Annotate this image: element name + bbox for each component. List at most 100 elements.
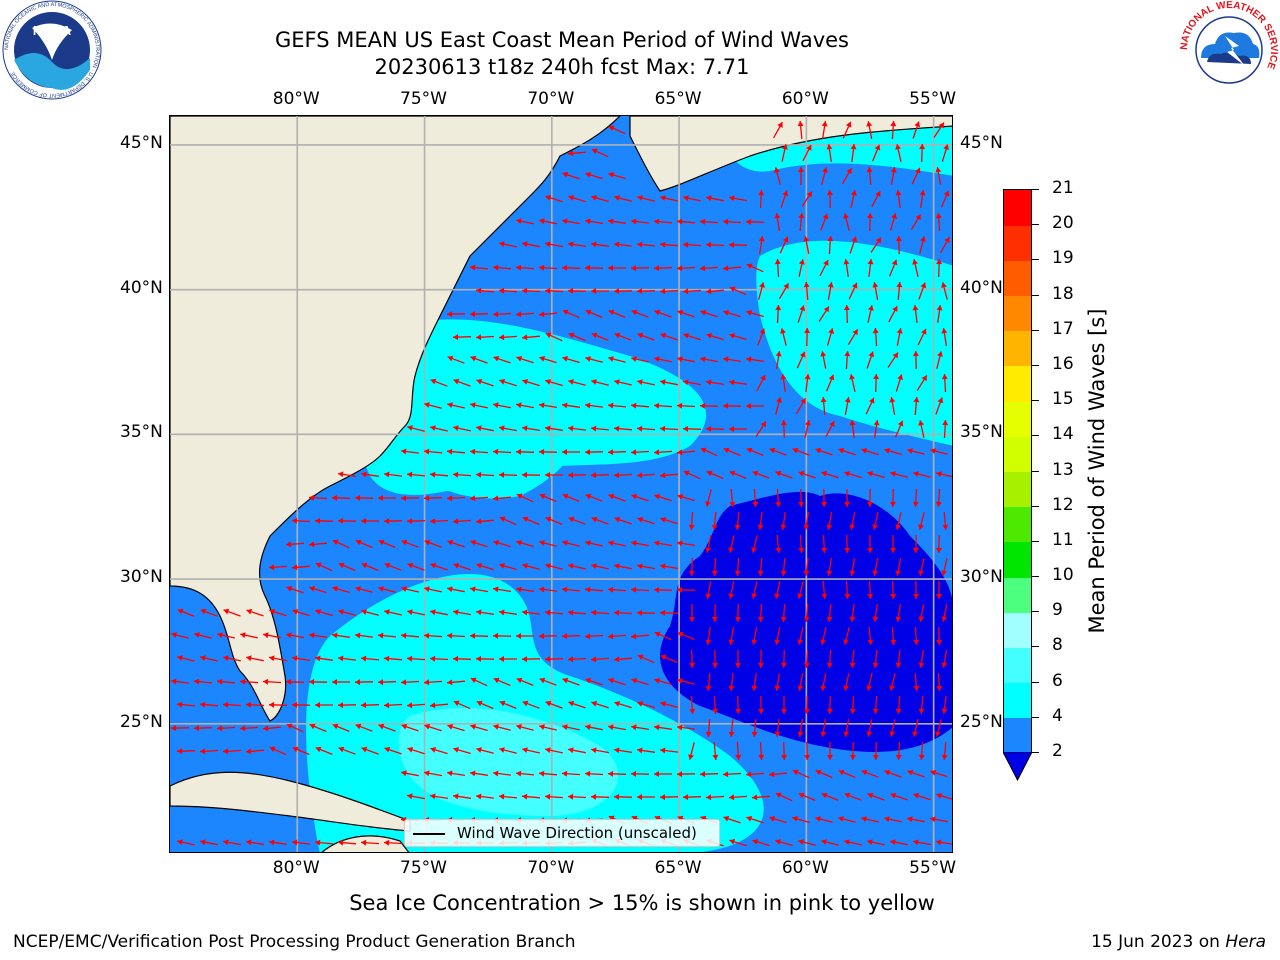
wave-direction-arrowhead bbox=[677, 356, 683, 363]
wave-direction-arrowhead bbox=[453, 793, 459, 800]
wave-direction-arrowhead bbox=[867, 259, 874, 265]
wave-direction-arrowhead bbox=[378, 679, 384, 686]
land-north-america bbox=[170, 116, 621, 722]
wave-direction-arrowhead bbox=[689, 662, 696, 668]
wave-direction-arrowhead bbox=[712, 708, 719, 714]
wave-direction-arrowhead bbox=[591, 288, 596, 294]
wave-direction-arrowhead bbox=[447, 586, 453, 593]
wave-direction-arrowhead bbox=[499, 378, 506, 385]
wave-direction-arrowhead bbox=[447, 402, 453, 408]
wave-direction-arrowhead bbox=[453, 700, 460, 707]
wave-direction-arrowhead bbox=[516, 586, 522, 593]
wave-direction-arrowhead bbox=[269, 701, 275, 708]
wave-direction-arrowhead bbox=[683, 288, 689, 295]
wave-direction-arrowhead bbox=[200, 839, 206, 846]
wave-direction-arrowhead bbox=[424, 632, 430, 639]
wave-direction-arrowhead bbox=[821, 593, 828, 599]
wave-direction-arrowhead bbox=[637, 609, 643, 616]
wave-direction-arrowhead bbox=[677, 402, 683, 409]
wave-direction-arrowhead bbox=[614, 747, 620, 754]
wave-direction-arrowhead bbox=[171, 632, 177, 638]
wave-direction-arrowhead bbox=[873, 374, 880, 380]
wave-direction-arrowhead bbox=[562, 218, 568, 225]
wave-direction-arrowhead bbox=[711, 616, 718, 622]
wave-direction-arrowhead bbox=[539, 402, 545, 409]
wave-direction-arrowhead bbox=[476, 334, 482, 341]
colorbar-tick-label: 8 bbox=[1052, 635, 1063, 656]
wave-direction-arrowhead bbox=[912, 305, 919, 311]
wave-direction-arrowhead bbox=[683, 195, 689, 202]
wave-direction-arrowhead bbox=[792, 816, 798, 822]
wave-direction-arrowhead bbox=[315, 839, 321, 846]
wave-direction-arrowhead bbox=[866, 121, 873, 127]
wave-direction-arrowhead bbox=[269, 746, 276, 753]
wave-direction-arrowhead bbox=[774, 259, 781, 265]
wave-direction-arrowhead bbox=[723, 771, 729, 778]
wave-direction-arrowhead bbox=[890, 548, 896, 553]
wave-direction-arrowhead bbox=[568, 700, 575, 707]
wave-direction-arrowhead bbox=[867, 839, 873, 846]
wave-direction-arrowhead bbox=[516, 633, 521, 639]
wave-direction-arrowhead bbox=[493, 311, 499, 318]
wave-direction-arrowhead bbox=[338, 839, 344, 846]
wave-direction-arrowhead bbox=[384, 518, 390, 525]
wave-direction-arrowhead bbox=[895, 524, 901, 530]
colorbar-tick-label: 9 bbox=[1052, 600, 1063, 621]
wave-direction-arrowhead bbox=[217, 632, 223, 638]
wave-direction-arrowhead bbox=[942, 420, 949, 426]
wave-direction-arrowhead bbox=[384, 702, 390, 709]
colorbar-tick bbox=[1032, 364, 1039, 366]
wave-direction-arrowhead bbox=[829, 421, 835, 427]
wave-direction-arrowhead bbox=[912, 501, 919, 507]
wave-direction-arrowhead bbox=[654, 309, 661, 316]
wave-direction-arrowhead bbox=[315, 746, 322, 753]
wave-direction-arrowhead bbox=[315, 609, 321, 615]
wave-direction-arrowhead bbox=[867, 593, 874, 599]
wave-direction-arrowhead bbox=[803, 662, 810, 668]
wave-direction-arrowhead bbox=[728, 685, 735, 691]
wave-direction-arrowhead bbox=[689, 708, 696, 714]
wave-direction-arrowhead bbox=[774, 593, 780, 599]
wave-direction-arrowhead bbox=[852, 329, 858, 336]
wave-direction-arrowhead bbox=[775, 547, 782, 553]
wave-direction-arrowhead bbox=[608, 677, 615, 684]
wave-direction-arrowhead bbox=[545, 700, 552, 707]
wave-direction-arrowhead bbox=[585, 356, 591, 362]
wave-direction-arrowhead bbox=[872, 524, 879, 530]
colorbar-tick bbox=[1032, 400, 1039, 402]
wave-direction-arrowhead bbox=[545, 563, 551, 569]
wave-direction-arrowhead bbox=[637, 195, 643, 201]
wave-direction-arrowhead bbox=[700, 402, 706, 409]
map-legend: Wind Wave Direction (unscaled) bbox=[404, 819, 720, 847]
wave-direction-arrowhead bbox=[568, 472, 574, 479]
wave-direction-arrowhead bbox=[781, 144, 788, 150]
wave-direction-arrowhead bbox=[430, 702, 436, 709]
wave-direction-arrowhead bbox=[568, 425, 574, 432]
wave-direction-arrowhead bbox=[424, 770, 430, 777]
lat-label-right: 40°N bbox=[960, 277, 1003, 298]
wave-direction-arrowhead bbox=[660, 701, 666, 707]
wave-direction-arrowhead bbox=[936, 839, 942, 846]
wave-direction-arrowhead bbox=[938, 122, 944, 129]
wave-direction-arrowhead bbox=[614, 379, 620, 385]
wave-direction-arrowhead bbox=[660, 609, 666, 616]
wave-direction-arrowhead bbox=[711, 570, 718, 576]
wave-direction-arrowhead bbox=[868, 305, 874, 311]
wave-direction-arrowhead bbox=[821, 547, 828, 553]
wave-direction-arrowhead bbox=[918, 420, 925, 426]
wave-direction-arrowhead bbox=[384, 655, 390, 662]
wave-direction-arrowhead bbox=[803, 708, 810, 714]
wave-direction-arrowhead bbox=[723, 815, 730, 822]
wave-direction-arrowhead bbox=[568, 150, 574, 157]
wave-direction-arrowhead bbox=[913, 639, 920, 645]
wave-direction-arrowhead bbox=[263, 725, 269, 732]
wave-direction-arrowhead bbox=[891, 259, 898, 266]
wave-direction-arrowhead bbox=[935, 501, 942, 507]
wave-direction-arrowhead bbox=[545, 287, 551, 294]
wave-direction-arrowhead bbox=[677, 678, 683, 684]
wave-direction-arrowhead bbox=[735, 663, 741, 668]
wave-direction-arrowhead bbox=[815, 769, 822, 776]
wave-direction-arrowhead bbox=[453, 518, 459, 525]
wave-direction-arrowhead bbox=[798, 259, 805, 265]
wave-direction-arrowhead bbox=[269, 839, 275, 846]
